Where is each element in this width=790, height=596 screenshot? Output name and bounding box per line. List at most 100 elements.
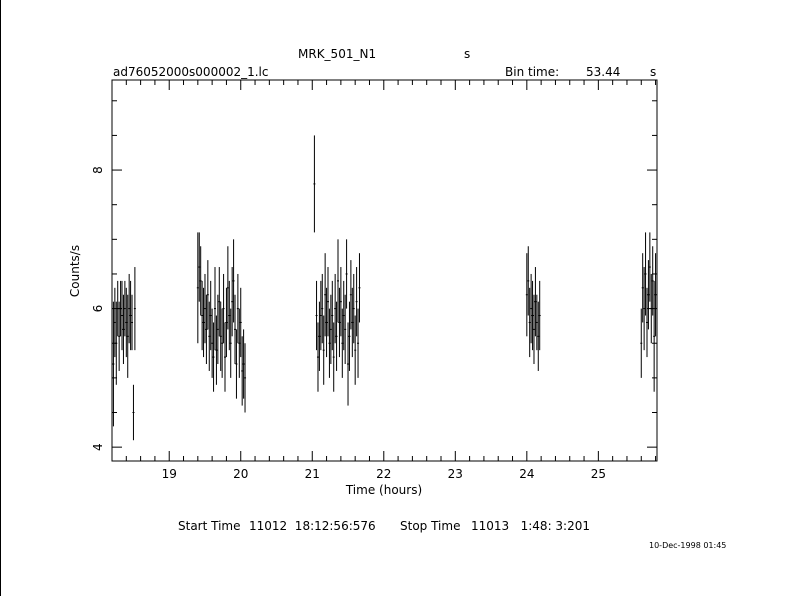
data-point [537, 301, 540, 371]
data-point [538, 280, 541, 351]
plot-frame [111, 79, 658, 462]
bin-time-label: Bin time: [505, 65, 560, 79]
data-point [331, 280, 334, 351]
data-point [221, 308, 224, 378]
data-point [647, 260, 650, 330]
x-tick-label: 25 [591, 467, 606, 481]
data-point [225, 287, 228, 358]
data-point [345, 239, 348, 309]
data-point [651, 246, 654, 316]
data-point [344, 294, 347, 365]
start-time-value: 11012 18:12:56:576 [249, 519, 376, 533]
data-point [313, 135, 316, 233]
x-tick-label: 19 [162, 467, 177, 481]
data-point [118, 301, 121, 371]
data-point [332, 322, 335, 392]
data-point [326, 267, 329, 337]
y-tick-label: 6 [91, 305, 105, 313]
data-point [224, 322, 227, 392]
data-point [126, 294, 129, 378]
data-point [213, 267, 216, 351]
data-point [131, 294, 134, 351]
data-point [650, 273, 653, 344]
data-point [128, 273, 131, 344]
data-point [339, 267, 342, 337]
data-point [123, 280, 126, 337]
data-point [211, 308, 214, 378]
data-series [112, 135, 657, 441]
data-point [116, 280, 119, 337]
x-tick-label: 24 [519, 467, 534, 481]
data-point [643, 267, 646, 351]
data-point [113, 287, 116, 358]
data-point [222, 273, 225, 344]
data-point [534, 267, 537, 337]
data-point [648, 232, 651, 302]
data-point [232, 239, 235, 323]
data-point [351, 287, 354, 358]
data-point [132, 384, 135, 441]
data-point [196, 232, 199, 344]
chart-title: MRK_501_N1 [298, 47, 377, 61]
data-point [236, 273, 239, 344]
axis-ticks [111, 80, 657, 461]
bin-time-value: 53.44 [586, 65, 621, 79]
data-point [530, 273, 533, 344]
data-point [349, 260, 352, 330]
data-point [229, 308, 232, 378]
data-point [531, 280, 534, 351]
data-point [122, 294, 125, 365]
data-point [244, 343, 247, 413]
data-point [354, 315, 357, 385]
data-point [208, 301, 211, 371]
data-point [241, 336, 244, 406]
y-tick-label: 4 [91, 443, 105, 451]
data-point [532, 294, 535, 365]
data-point [216, 294, 219, 365]
x-tick-label: 20 [233, 467, 248, 481]
data-point [228, 280, 231, 351]
stop-time-label: Stop Time [400, 519, 461, 533]
data-point [205, 294, 208, 365]
data-point [315, 280, 318, 351]
data-point [653, 280, 656, 392]
data-point [535, 294, 538, 351]
data-point [125, 287, 128, 358]
x-tick-label: 21 [305, 467, 320, 481]
data-point [347, 322, 350, 406]
data-point [337, 239, 340, 323]
data-point [316, 322, 319, 392]
data-point [528, 287, 531, 358]
data-point [202, 287, 205, 358]
data-point [219, 301, 222, 371]
x-tick-label: 23 [448, 467, 463, 481]
data-point [357, 308, 360, 378]
data-point [341, 308, 344, 378]
data-point [234, 294, 237, 365]
y-axis-label: Counts/s [68, 245, 82, 297]
data-point [654, 253, 657, 337]
y-tick-label: 8 [91, 166, 105, 174]
data-point [645, 287, 648, 358]
data-point [325, 287, 328, 358]
data-point [329, 294, 332, 365]
data-point [318, 301, 321, 371]
data-point [121, 280, 124, 351]
data-point [335, 301, 338, 371]
data-point [319, 280, 322, 351]
data-point [342, 280, 345, 351]
data-point [644, 232, 647, 316]
data-point [352, 273, 355, 344]
data-point [641, 253, 644, 323]
data-point [235, 329, 238, 399]
data-point [129, 280, 132, 351]
start-time-label: Start Time [178, 519, 241, 533]
data-point [203, 273, 206, 344]
data-point [199, 246, 202, 316]
data-point [238, 308, 241, 378]
data-point [231, 267, 234, 337]
x-tick-label: 22 [376, 467, 391, 481]
data-point [640, 308, 643, 378]
data-point [209, 280, 212, 351]
